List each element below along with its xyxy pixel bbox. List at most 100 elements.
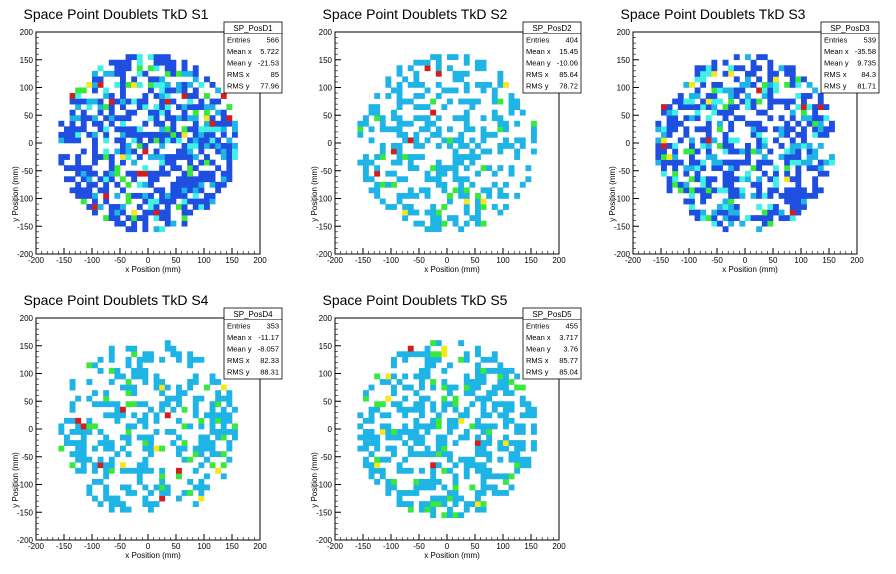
- heatmap-cell: [700, 215, 707, 221]
- heatmap-cell: [447, 506, 453, 513]
- heatmap-cell: [475, 367, 481, 374]
- heatmap-cell: [497, 367, 504, 374]
- heatmap-cell: [756, 65, 763, 72]
- heatmap-cell: [739, 220, 746, 227]
- heatmap-cell: [750, 181, 757, 188]
- heatmap-cell: [655, 137, 662, 144]
- heatmap-cell: [789, 198, 796, 205]
- heatmap-cell: [452, 423, 459, 430]
- heatmap-cell: [711, 93, 718, 99]
- heatmap-cell: [136, 462, 143, 469]
- x-tick-label: 100: [197, 542, 211, 551]
- heatmap-cell: [531, 131, 537, 138]
- heatmap-cell: [519, 143, 526, 149]
- heatmap-cell: [204, 104, 210, 110]
- heatmap-cell: [694, 170, 701, 177]
- heatmap-cell: [187, 98, 194, 105]
- heatmap-cell: [480, 131, 487, 138]
- heatmap-cell: [677, 98, 684, 105]
- heatmap-cell: [672, 143, 679, 149]
- heatmap-cell: [176, 70, 182, 77]
- heatmap-cell: [385, 434, 392, 441]
- heatmap-cell: [209, 406, 216, 413]
- heatmap-cell: [396, 154, 403, 160]
- heatmap-cell: [187, 198, 194, 205]
- heatmap-cell: [419, 143, 425, 149]
- heatmap-cell: [176, 176, 182, 183]
- heatmap-cell: [475, 379, 481, 385]
- heatmap-cell: [75, 154, 82, 160]
- heatmap-cell: [419, 478, 425, 485]
- heatmap-cell: [806, 115, 813, 122]
- heatmap-cell: [784, 126, 791, 133]
- heatmap-cell: [475, 462, 481, 469]
- heatmap-cell: [447, 65, 453, 72]
- heatmap-cell: [458, 76, 465, 83]
- heatmap-cell: [475, 204, 481, 210]
- heatmap-cell: [806, 81, 813, 88]
- heatmap-cell: [801, 115, 807, 122]
- heatmap-cell: [447, 362, 453, 369]
- heatmap-cell: [413, 351, 420, 358]
- heatmap-cell: [419, 81, 425, 88]
- heatmap-cell: [435, 59, 442, 66]
- heatmap-cell: [103, 131, 110, 138]
- heatmap-cell: [187, 81, 194, 88]
- x-tick-label: -200: [28, 256, 45, 265]
- y-axis-label: y Position (mm): [608, 166, 617, 222]
- heatmap-cell: [514, 373, 521, 380]
- heatmap-cell: [812, 126, 819, 133]
- heatmap-cell: [722, 131, 729, 138]
- heatmap-cell: [812, 148, 819, 155]
- heatmap-cell: [801, 93, 807, 99]
- heatmap-cells: [357, 54, 537, 233]
- heatmap-cell: [125, 54, 132, 61]
- heatmap-cell: [441, 434, 448, 441]
- heatmap-cell: [463, 98, 470, 105]
- x-tick-label: -50: [114, 256, 126, 265]
- heatmap-cell: [486, 395, 493, 402]
- heatmap-cell: [689, 154, 695, 160]
- heatmap-cell: [69, 126, 76, 133]
- heatmap-cell: [784, 165, 791, 172]
- heatmap-cell: [125, 143, 132, 149]
- heatmap-cell: [531, 440, 537, 446]
- heatmap-cell: [694, 165, 701, 172]
- heatmap-cell: [784, 104, 791, 110]
- heatmap-cell: [125, 362, 132, 369]
- heatmap-cell: [391, 429, 397, 435]
- heatmap-cell: [789, 70, 796, 77]
- heatmap-cell: [503, 434, 509, 441]
- heatmap-cell: [80, 87, 87, 94]
- heatmap-cell: [773, 187, 779, 194]
- heatmap-cell: [430, 401, 437, 408]
- heatmap-cell: [170, 198, 177, 205]
- heatmap-cell: [717, 209, 723, 216]
- heatmap-cell: [503, 423, 509, 430]
- heatmap-cell: [728, 181, 735, 188]
- heatmap-cell: [745, 93, 751, 99]
- heatmap-cell: [86, 165, 93, 172]
- heatmap-cell: [226, 412, 233, 419]
- x-tick-label: 100: [496, 256, 510, 265]
- heatmap-cell: [159, 390, 166, 396]
- heatmap-cell: [396, 98, 403, 105]
- heatmap-cell: [374, 109, 381, 116]
- heatmap-cell: [374, 373, 381, 380]
- x-tick-label: 150: [225, 256, 239, 265]
- heatmap-cell: [187, 126, 194, 133]
- heatmap-cell: [458, 417, 465, 424]
- heatmap-cell: [711, 176, 718, 183]
- heatmap-cell: [108, 345, 115, 352]
- heatmap-cell: [363, 390, 369, 396]
- heatmap-cell: [220, 451, 227, 458]
- heatmap-cell: [795, 131, 802, 138]
- heatmap-cell: [745, 215, 751, 221]
- heatmap-cell: [396, 501, 403, 507]
- heatmap-cell: [396, 126, 403, 133]
- heatmap-cell: [419, 412, 425, 419]
- heatmap-cell: [733, 115, 740, 122]
- heatmap-cell: [192, 115, 199, 122]
- heatmap-cell: [131, 170, 138, 177]
